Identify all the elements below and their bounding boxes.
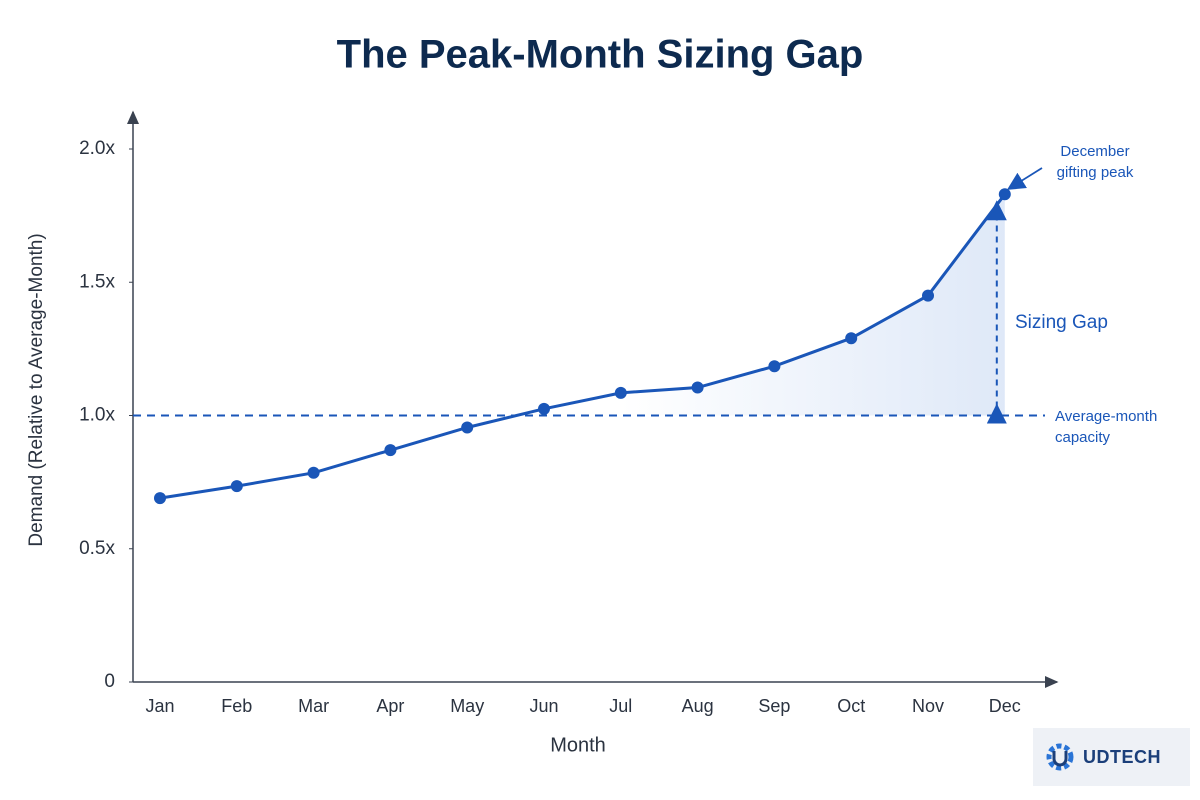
x-tick-label: Dec — [989, 696, 1021, 716]
x-tick-label: Nov — [912, 696, 944, 716]
x-tick-label: Mar — [298, 696, 329, 716]
y-tick-label: 0 — [104, 671, 115, 692]
y-tick-label: 2.0x — [79, 138, 115, 159]
x-tick-label: Apr — [376, 696, 404, 716]
point — [307, 466, 320, 479]
peak-pointer — [1006, 167, 1043, 190]
point — [384, 444, 397, 457]
x-tick-label: Feb — [221, 696, 252, 716]
x-axis-label: Month — [550, 734, 606, 756]
point — [230, 480, 243, 493]
point — [538, 402, 550, 415]
point — [691, 381, 704, 394]
x-tick-label: May — [450, 696, 484, 716]
point — [461, 421, 474, 434]
y-axis-label: Demand (Relative to Average-Month) — [26, 233, 47, 546]
point — [922, 289, 934, 302]
logo-icon — [1046, 743, 1074, 771]
point — [614, 386, 627, 399]
y-tick-label: 1.5x — [79, 271, 115, 292]
gap-annotation: Sizing Gap — [1015, 312, 1108, 333]
logo: UDTECH — [1033, 728, 1190, 786]
chart-title: The Peak-Month Sizing Gap — [337, 33, 864, 77]
x-tick-label: Jun — [529, 696, 558, 716]
x-tick-label: Sep — [758, 696, 790, 716]
y-tick-label: 1.0x — [79, 405, 115, 426]
point — [154, 492, 166, 505]
line — [159, 193, 1006, 500]
peak-annotation: December gifting peak — [1056, 143, 1134, 181]
point — [845, 332, 858, 345]
y-tick-label: 0.5x — [79, 538, 115, 559]
point — [998, 188, 1011, 201]
x-tick-label: Jan — [145, 696, 174, 716]
x-tick-label: Oct — [837, 696, 865, 716]
reference-label: Average-month capacity — [1055, 408, 1158, 446]
logo-text: UDTECH — [1083, 746, 1161, 767]
x-tick-label: Jul — [609, 696, 632, 716]
point — [768, 360, 781, 373]
gap-area — [620, 194, 1005, 416]
x-tick-label: Aug — [682, 696, 714, 716]
